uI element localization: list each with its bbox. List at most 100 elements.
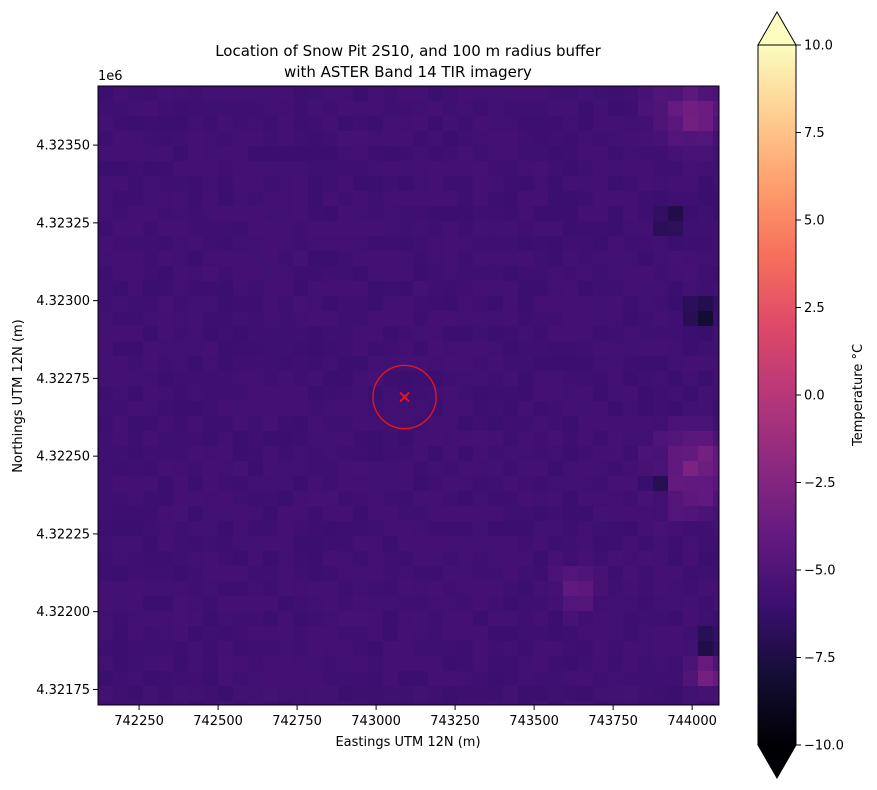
- raster-cell: [458, 161, 474, 177]
- raster-cell: [653, 596, 669, 612]
- raster-cell: [668, 146, 684, 162]
- raster-cell: [488, 266, 504, 282]
- raster-cell: [698, 296, 714, 312]
- raster-cell: [383, 146, 399, 162]
- raster-cell: [218, 221, 234, 237]
- raster-cell: [563, 236, 579, 252]
- raster-cell: [488, 506, 504, 522]
- raster-cell: [488, 356, 504, 372]
- raster-cell: [428, 611, 444, 627]
- raster-cell: [638, 401, 654, 417]
- raster-cell: [293, 536, 309, 552]
- raster-cell: [353, 671, 369, 687]
- raster-cell: [263, 86, 279, 102]
- raster-cell: [458, 566, 474, 582]
- raster-cell: [278, 641, 294, 657]
- raster-cell: [218, 521, 234, 537]
- raster-cell: [383, 191, 399, 207]
- raster-cell: [458, 401, 474, 417]
- raster-cell: [713, 266, 719, 282]
- raster-cell: [593, 566, 609, 582]
- raster-cell: [443, 551, 459, 567]
- raster-cell: [503, 356, 519, 372]
- y-tick-label: 4.32200: [36, 605, 90, 620]
- raster-cell: [473, 566, 489, 582]
- raster-cell: [128, 701, 144, 705]
- raster-cell: [473, 326, 489, 342]
- raster-cell: [338, 596, 354, 612]
- raster-cell: [668, 401, 684, 417]
- raster-cell: [458, 386, 474, 402]
- raster-cell: [653, 191, 669, 207]
- raster-cell: [443, 296, 459, 312]
- raster-cell: [713, 176, 719, 192]
- raster-cell: [173, 191, 189, 207]
- raster-cell: [128, 146, 144, 162]
- raster-cell: [293, 281, 309, 297]
- raster-cell: [563, 326, 579, 342]
- raster-cell: [218, 161, 234, 177]
- raster-cell: [458, 611, 474, 627]
- raster-cell: [443, 431, 459, 447]
- raster-cell: [173, 341, 189, 357]
- raster-cell: [203, 656, 219, 672]
- raster-cell: [248, 221, 264, 237]
- raster-cell: [668, 161, 684, 177]
- raster-cell: [368, 176, 384, 192]
- raster-cell: [113, 146, 129, 162]
- raster-cell: [383, 461, 399, 477]
- raster-cell: [638, 521, 654, 537]
- raster-cell: [158, 311, 174, 327]
- raster-cell: [713, 161, 719, 177]
- raster-cell: [173, 551, 189, 567]
- raster-cell: [263, 536, 279, 552]
- raster-cell: [98, 131, 114, 147]
- raster-cell: [638, 386, 654, 402]
- raster-cell: [368, 626, 384, 642]
- raster-cell: [293, 611, 309, 627]
- raster-cell: [608, 296, 624, 312]
- raster-cell: [443, 326, 459, 342]
- raster-cell: [338, 416, 354, 432]
- raster-cell: [623, 356, 639, 372]
- raster-cell: [353, 476, 369, 492]
- raster-cell: [263, 491, 279, 507]
- raster-cell: [158, 671, 174, 687]
- raster-cell: [608, 521, 624, 537]
- raster-cell: [398, 626, 414, 642]
- raster-cell: [218, 236, 234, 252]
- colorbar-tick-label: −7.5: [804, 651, 836, 666]
- raster-cell: [203, 551, 219, 567]
- raster-cell: [263, 401, 279, 417]
- raster-cell: [308, 371, 324, 387]
- raster-cell: [368, 506, 384, 522]
- raster-cell: [458, 86, 474, 102]
- raster-cell: [338, 386, 354, 402]
- raster-cell: [458, 581, 474, 597]
- raster-cell: [188, 551, 204, 567]
- raster-cell: [503, 686, 519, 702]
- x-axis-ticks: 742250 742500 742750 743000 743250 743500 7437…: [114, 705, 717, 729]
- raster-cell: [293, 131, 309, 147]
- raster-cell: [713, 101, 719, 117]
- y-tick-label: 4.32225: [36, 527, 90, 542]
- raster-cell: [503, 326, 519, 342]
- raster-cell: [533, 521, 549, 537]
- raster-cell: [383, 86, 399, 102]
- raster-cell: [278, 551, 294, 567]
- raster-cell: [698, 476, 714, 492]
- raster-cell: [683, 191, 699, 207]
- raster-cell: [128, 341, 144, 357]
- raster-cell: [413, 116, 429, 132]
- raster-cell: [383, 611, 399, 627]
- raster-cell: [98, 146, 114, 162]
- raster-cell: [473, 206, 489, 222]
- raster-cell: [458, 206, 474, 222]
- raster-cell: [623, 221, 639, 237]
- raster-cell: [578, 611, 594, 627]
- raster-cell: [518, 611, 534, 627]
- raster-cell: [293, 86, 309, 102]
- raster-cell: [293, 476, 309, 492]
- raster-cell: [323, 581, 339, 597]
- raster-cell: [563, 401, 579, 417]
